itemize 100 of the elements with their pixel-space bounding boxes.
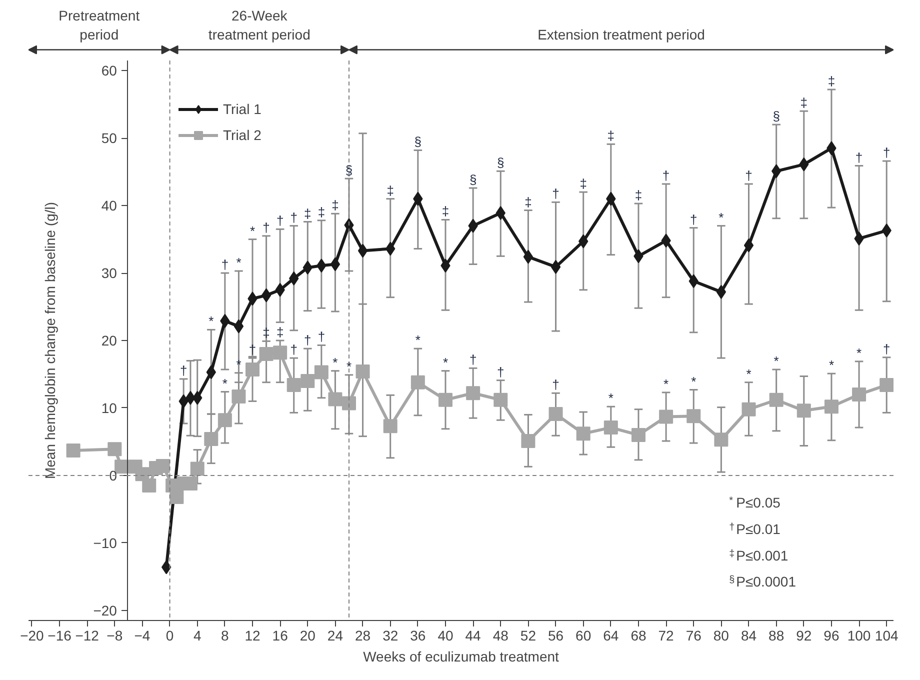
point: [824, 400, 838, 414]
point: [438, 392, 452, 407]
annotation: *: [415, 332, 420, 348]
annotation: †: [882, 341, 890, 356]
annotation: ‡P≤0.001: [729, 547, 788, 564]
legend-label: Trial 1: [223, 101, 262, 117]
x-tick-label: 24: [327, 628, 344, 644]
annotation: †: [497, 364, 504, 380]
legend-label: Trial 2: [223, 127, 262, 143]
point: [114, 460, 129, 474]
point: [170, 490, 184, 504]
annotation: *: [774, 354, 779, 369]
point: [521, 434, 536, 448]
x-tick-label: 4: [193, 628, 202, 644]
x-tick-label: 56: [548, 628, 564, 644]
annotation: †: [662, 168, 670, 183]
y-tick-label: 40: [101, 198, 118, 214]
y-tick-label: 10: [101, 400, 118, 416]
annotation: †: [276, 213, 284, 228]
point: [796, 404, 811, 418]
text: Pretreatment period: [58, 7, 140, 42]
x-tick-label: 80: [713, 628, 730, 644]
annotation: *: [608, 390, 614, 406]
x-tick-label: 52: [520, 628, 536, 644]
y-tick-label: −20: [93, 602, 118, 618]
annotation: †: [855, 150, 863, 165]
annotation: *: [664, 376, 669, 392]
x-tick-label: −4: [134, 628, 150, 644]
x-tick-label: −20: [20, 628, 44, 644]
point: [232, 390, 246, 404]
text: 26-Week treatment period: [208, 7, 310, 42]
point: [714, 432, 728, 447]
point: [466, 386, 480, 400]
x-tick-label: 0: [166, 628, 174, 644]
annotation: †: [221, 257, 229, 272]
point: [631, 428, 646, 442]
x-tick-label: 48: [492, 628, 509, 644]
x-tick-label: 76: [686, 628, 702, 644]
annotation: *: [718, 210, 724, 225]
annotation: §: [469, 172, 477, 188]
annotation: ‡: [580, 176, 587, 192]
point: [218, 413, 232, 428]
x-tick-label: 84: [740, 628, 757, 644]
point: [742, 402, 756, 416]
point: [108, 442, 122, 456]
annotation: †: [690, 212, 698, 227]
x-tick-label: 28: [354, 628, 371, 644]
point: [548, 407, 563, 422]
annotation: †: [304, 332, 312, 348]
annotation: ‡: [262, 325, 270, 340]
y-tick-label: −10: [93, 534, 118, 551]
y-axis-title: Mean hemoglobin change from baseline (g/l): [42, 202, 58, 480]
x-tick-label: −12: [75, 628, 100, 644]
annotation: *P≤0.05: [729, 494, 781, 511]
annotation: *: [442, 354, 448, 370]
annotation: †: [180, 362, 188, 378]
annotation: †: [882, 145, 890, 160]
x-tick-label: 92: [796, 628, 812, 644]
point: [300, 374, 315, 388]
annotation: ‡: [634, 188, 642, 203]
annotation: ‡: [800, 95, 808, 110]
annotation: §: [345, 162, 353, 178]
x-axis-title: Weeks of eculizumab treatment: [363, 648, 560, 664]
point: [358, 244, 368, 258]
point: [330, 257, 340, 272]
annotation: †P≤0.01: [729, 521, 781, 538]
x-tick-label: 64: [603, 628, 619, 644]
point: [314, 365, 328, 380]
annotation: †: [552, 186, 560, 202]
annotation: †: [290, 210, 298, 225]
point: [576, 426, 590, 441]
x-tick-label: 96: [824, 628, 840, 644]
x-tick-label: 40: [438, 628, 454, 644]
annotation: ‡: [332, 198, 339, 213]
point: [410, 375, 425, 390]
annotation: §: [497, 155, 504, 170]
point: [286, 378, 301, 392]
point: [273, 346, 288, 360]
x-tick-label: 32: [382, 628, 398, 644]
x-tick-label: 12: [244, 628, 261, 644]
annotation: ‡: [386, 182, 394, 198]
y-tick-label: 30: [101, 265, 118, 282]
point: [494, 392, 508, 407]
annotation: *: [236, 255, 242, 270]
x-tick-label: 20: [300, 628, 316, 644]
annotation: *: [222, 376, 228, 391]
annotation: †: [248, 342, 256, 358]
annotation: *: [250, 223, 256, 238]
point: [190, 462, 204, 476]
annotation: *: [346, 358, 352, 374]
point: [686, 409, 701, 424]
point: [604, 420, 618, 435]
annotation: *: [856, 345, 862, 360]
annotation: ‡: [304, 206, 312, 221]
point: [659, 410, 674, 424]
annotation: †: [318, 329, 326, 344]
annotation: ‡: [318, 204, 326, 220]
x-tick-label: 60: [576, 628, 592, 644]
x-tick-label: 100: [847, 628, 871, 644]
x-tick-label: −8: [106, 628, 123, 644]
